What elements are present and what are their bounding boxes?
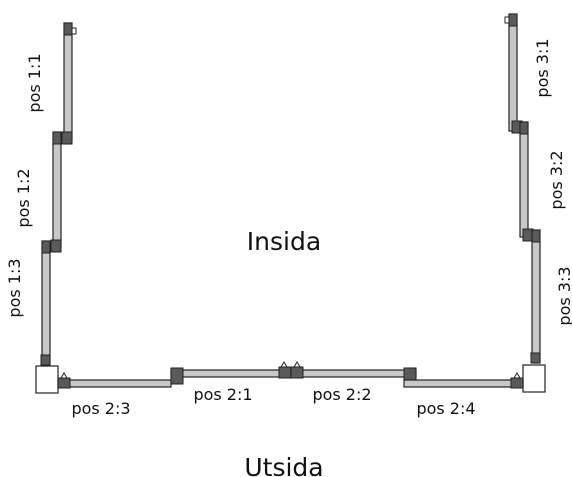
- panel-pos-3-2: [519, 121, 534, 242]
- panel-pos-3-3: [530, 229, 541, 364]
- outside-label: Utsida: [244, 453, 323, 477]
- panel-pos-2-2: [290, 361, 417, 385]
- panel-pos-1-2: [50, 131, 62, 253]
- panel-pos-2-1: [170, 361, 292, 385]
- panel-pos-3-1: [504, 13, 523, 134]
- corner-post-right: [522, 364, 546, 393]
- label-pos-3-1: pos 3:1: [533, 38, 552, 97]
- inside-label: Insida: [247, 227, 321, 256]
- panel-pos-2-3: [57, 372, 172, 389]
- corner-post-left: [35, 365, 59, 394]
- label-pos-1-2: pos 1:2: [14, 168, 33, 227]
- label-pos-2-1: pos 2:1: [193, 385, 252, 404]
- label-pos-3-2: pos 3:2: [547, 150, 566, 209]
- label-pos-1-3: pos 1:3: [5, 258, 24, 317]
- label-pos-2-3: pos 2:3: [71, 399, 130, 418]
- label-pos-2-4: pos 2:4: [416, 399, 475, 418]
- label-pos-2-2: pos 2:2: [312, 385, 371, 404]
- label-pos-1-1: pos 1:1: [25, 53, 44, 112]
- panel-pos-1-3: [40, 240, 51, 366]
- label-pos-3-3: pos 3:3: [555, 266, 572, 325]
- panel-pos-2-4: [403, 372, 524, 389]
- panel-pos-1-1: [61, 22, 77, 145]
